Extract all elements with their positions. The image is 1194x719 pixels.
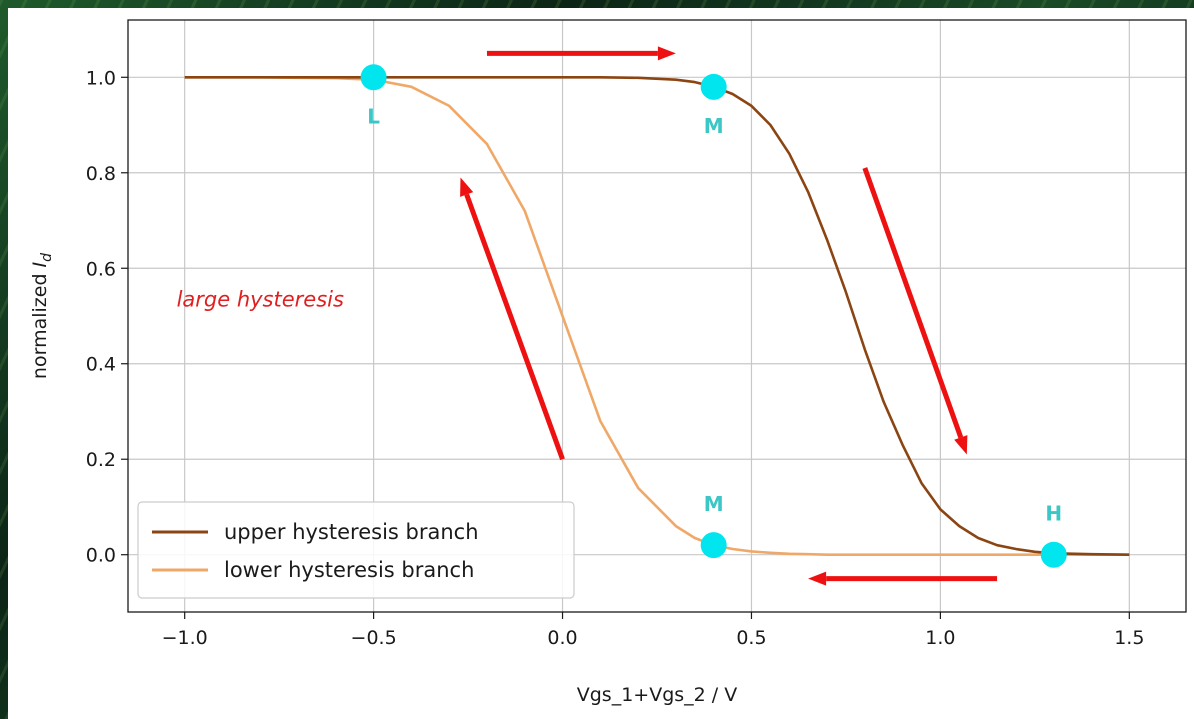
markers-group: L M M H bbox=[360, 64, 1067, 568]
direction-arrow-head bbox=[657, 46, 676, 61]
state-marker-H bbox=[1040, 541, 1067, 568]
direction-arrow-head bbox=[954, 435, 968, 455]
x-tick-label: −0.5 bbox=[351, 627, 397, 649]
state-label-L: L bbox=[367, 104, 380, 128]
y-axis-label-prefix: normalized bbox=[29, 267, 51, 379]
arrows-group bbox=[460, 46, 998, 586]
y-tick-label: 1.0 bbox=[86, 67, 116, 89]
x-tick-label: 0.0 bbox=[547, 627, 577, 649]
y-tick-label: 0.4 bbox=[86, 354, 116, 376]
x-tick-label: 0.5 bbox=[736, 627, 766, 649]
legend-box bbox=[137, 501, 575, 599]
y-tick-label: 0.0 bbox=[86, 545, 116, 567]
y-tick-label: 0.6 bbox=[86, 258, 116, 280]
direction-arrow-head bbox=[460, 177, 474, 197]
direction-arrow-head bbox=[808, 571, 827, 586]
state-marker-M bbox=[700, 73, 727, 100]
y-tick-label: 0.8 bbox=[86, 163, 116, 185]
state-label-M: M bbox=[704, 114, 724, 138]
lower-branch-line bbox=[184, 76, 1130, 556]
x-tick-label: 1.0 bbox=[925, 627, 955, 649]
x-tick-label: −1.0 bbox=[162, 627, 208, 649]
plot-frame bbox=[127, 19, 1187, 613]
state-marker-M bbox=[700, 532, 727, 559]
y-axis-label: normalized Id bbox=[29, 253, 55, 379]
ticks-group: −1.0 −0.5 0.0 0.5 1.0 1.5 0.0 0.2 0.4 0.6 0.8 1.0 bbox=[86, 67, 1145, 649]
direction-arrow-shaft bbox=[464, 193, 565, 461]
state-marker-L bbox=[360, 64, 387, 91]
legend-label-upper: upper hysteresis branch bbox=[224, 520, 479, 544]
series-lines bbox=[184, 76, 1130, 556]
direction-arrow-shaft bbox=[862, 167, 964, 439]
state-label-M: M bbox=[704, 492, 724, 516]
figure-panel: L M M H −1.0 −0.5 0.0 0.5 1.0 1.5 0.0 0.2 0.4 0.6 0.8… bbox=[8, 8, 1194, 719]
state-label-H: H bbox=[1045, 502, 1062, 526]
y-axis-label-sub: d bbox=[39, 253, 55, 262]
legend-label-lower: lower hysteresis branch bbox=[224, 558, 474, 582]
y-axis-label-var: I bbox=[29, 261, 51, 267]
x-tick-label: 1.5 bbox=[1114, 627, 1144, 649]
upper-branch-line bbox=[184, 76, 1130, 556]
hysteresis-chart: L M M H −1.0 −0.5 0.0 0.5 1.0 1.5 0.0 0.2 0.4 0.6 0.8… bbox=[29, 19, 1187, 706]
x-axis-label: Vgs_1+Vgs_2 / V bbox=[577, 684, 738, 706]
annotation-large-hysteresis: large hysteresis bbox=[177, 287, 344, 311]
y-tick-label: 0.2 bbox=[86, 449, 116, 471]
legend: upper hysteresis branch lower hysteresis… bbox=[137, 501, 575, 599]
